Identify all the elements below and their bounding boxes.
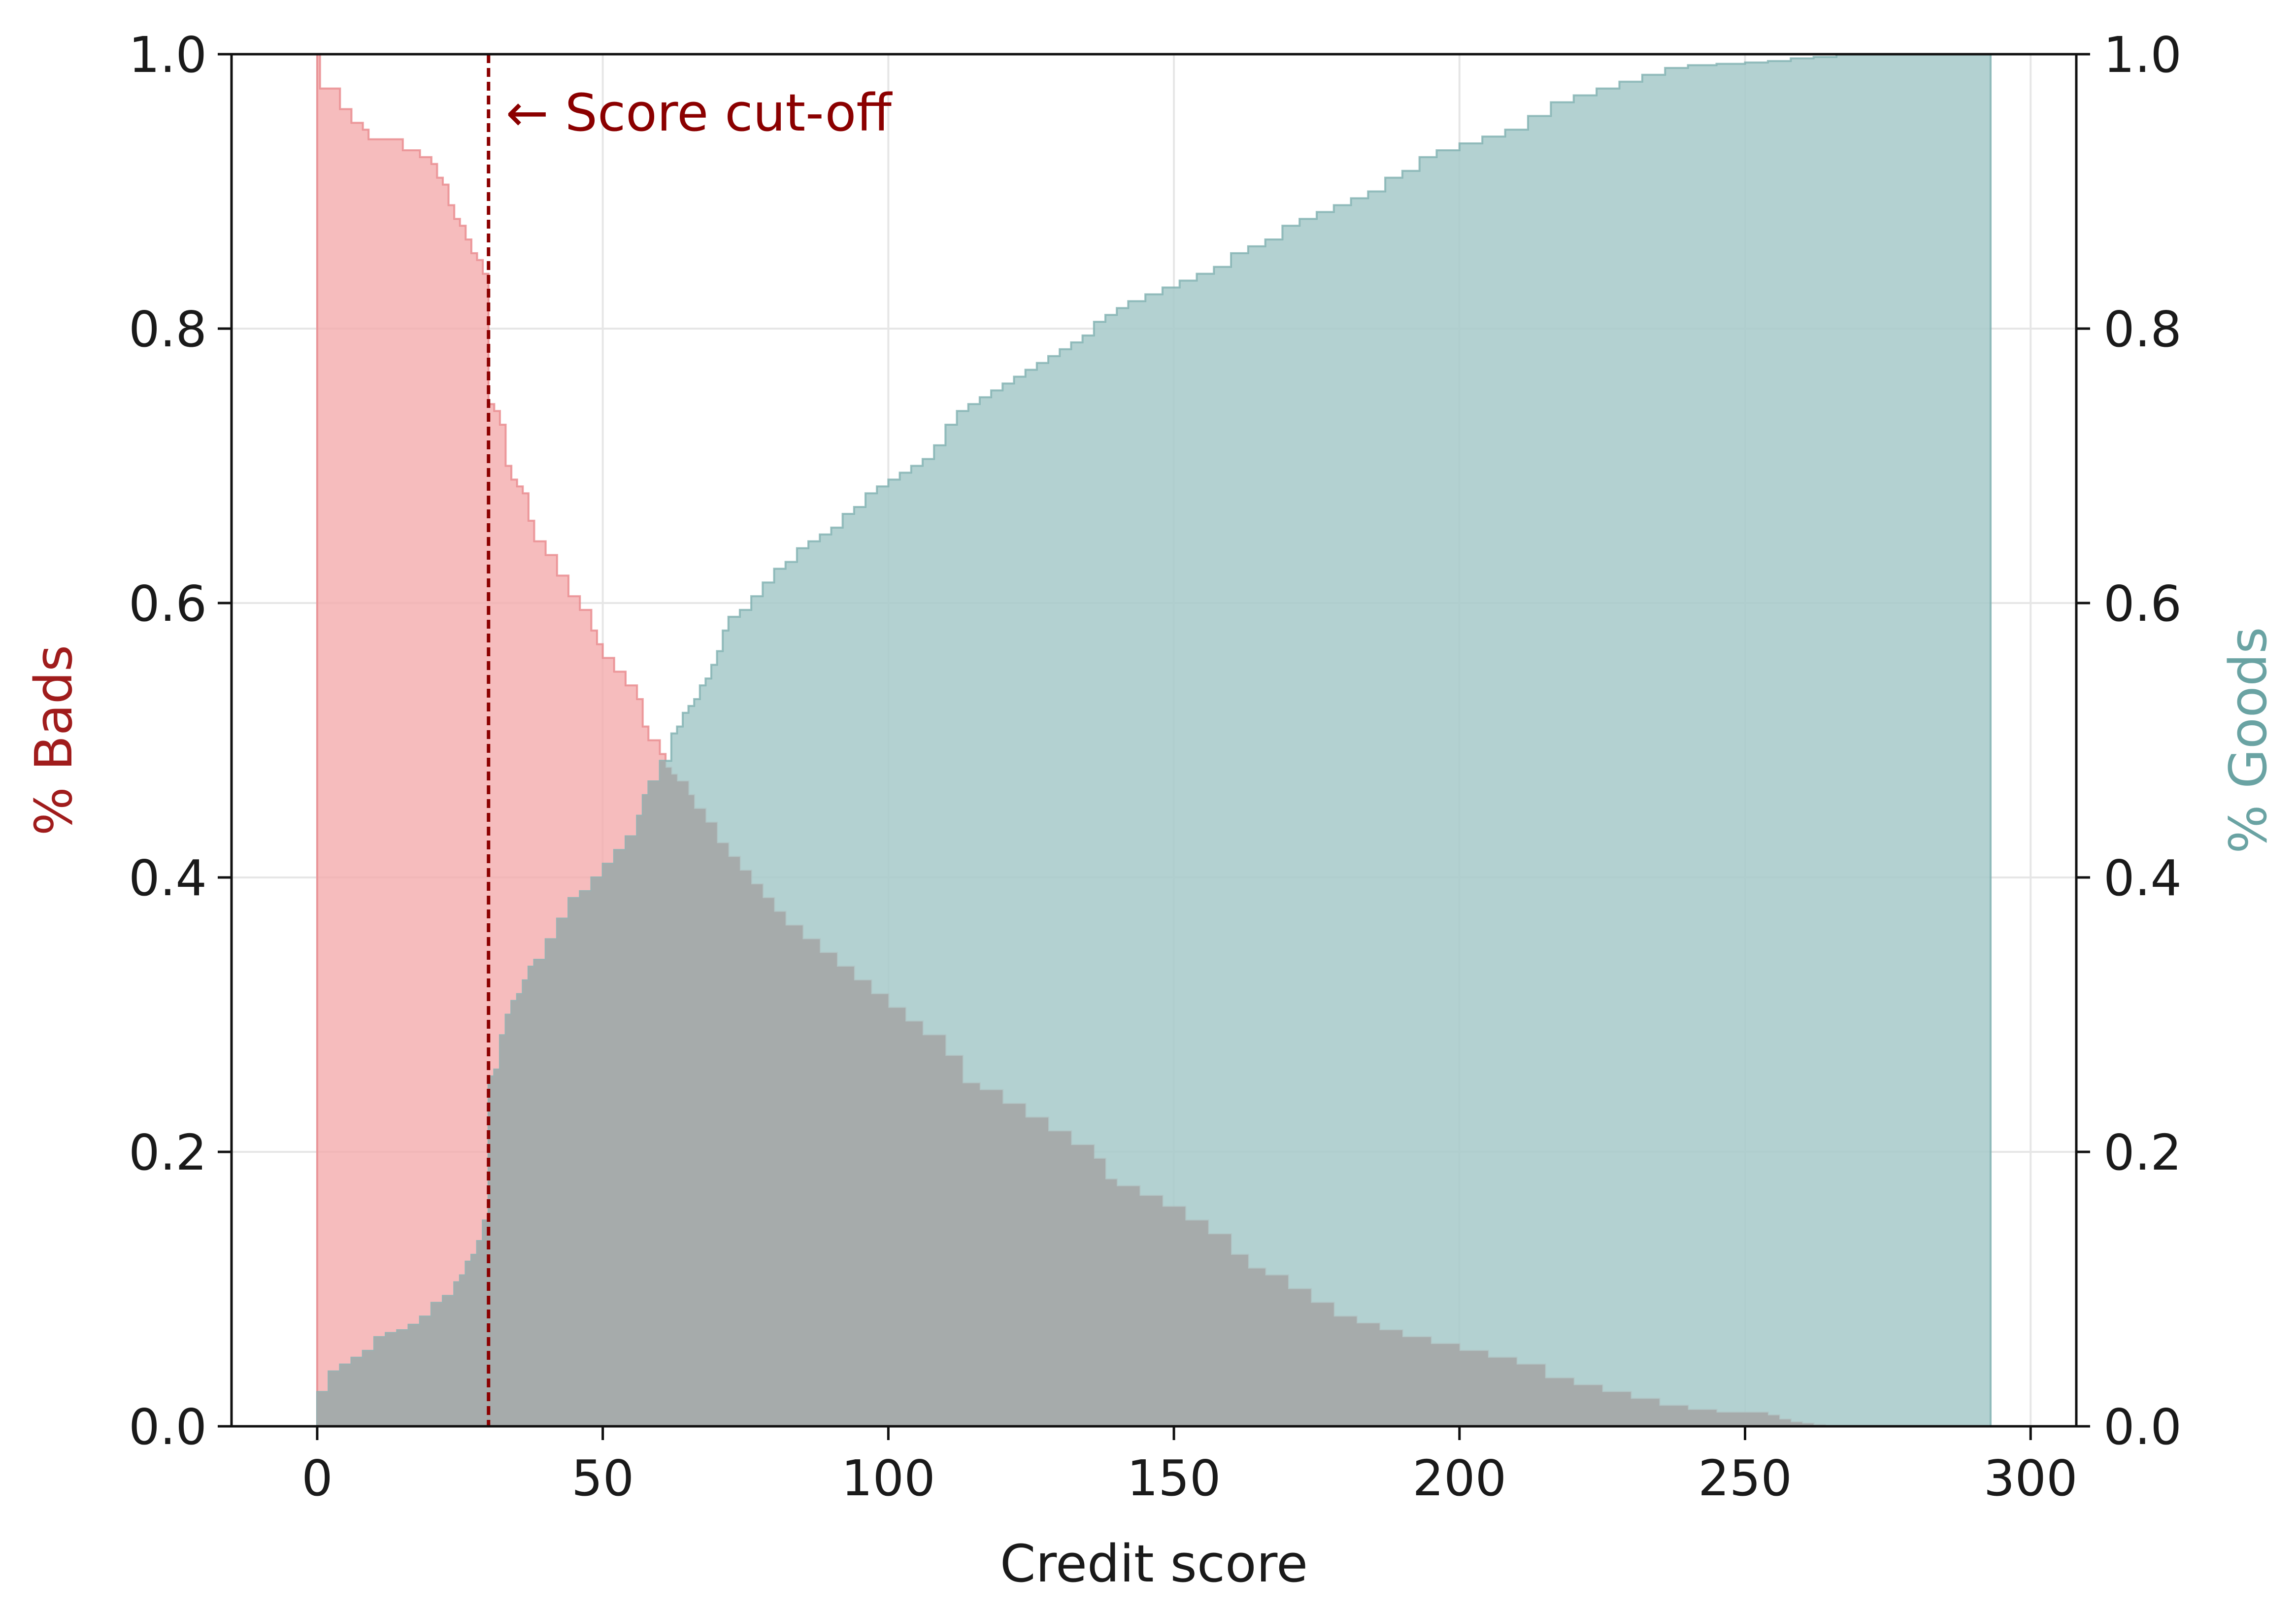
right-y-tick-label: 0.0 <box>2103 1398 2182 1456</box>
x-tick-label: 250 <box>1698 1449 1792 1507</box>
overlap-area <box>317 761 1991 1426</box>
x-tick-label: 50 <box>571 1449 634 1507</box>
right-y-axis-title: % Goods <box>2218 627 2278 854</box>
right-y-tick-label: 0.2 <box>2103 1124 2182 1181</box>
cutoff-annotation: ← Score cut-off <box>506 83 893 143</box>
series-areas <box>316 53 1992 1427</box>
x-tick-labels: 0 50 100 150 200 250 300 <box>301 1449 2078 1507</box>
left-y-tick-label: 0.0 <box>129 1398 207 1456</box>
left-y-tick-label: 1.0 <box>129 26 207 84</box>
x-tick-label: 100 <box>841 1449 935 1507</box>
left-y-tick-labels: 0.0 0.2 0.4 0.6 0.8 1.0 <box>129 26 207 1456</box>
right-y-tick-label: 0.8 <box>2103 301 2182 358</box>
x-axis-title: Credit score <box>1000 1534 1308 1594</box>
x-tick-label: 150 <box>1127 1449 1221 1507</box>
left-y-tick-label: 0.6 <box>129 575 207 633</box>
right-y-tick-label: 1.0 <box>2103 26 2182 84</box>
left-y-axis-title: % Bads <box>24 645 84 836</box>
right-y-tick-label: 0.6 <box>2103 575 2182 633</box>
x-tick-label: 200 <box>1412 1449 1506 1507</box>
x-tick-label: 0 <box>301 1449 333 1507</box>
right-y-tick-labels: 0.0 0.2 0.4 0.6 0.8 1.0 <box>2103 26 2182 1456</box>
left-y-tick-label: 0.8 <box>129 301 207 358</box>
left-y-tick-label: 0.2 <box>129 1124 207 1181</box>
right-y-tick-label: 0.4 <box>2103 849 2182 907</box>
axes <box>218 53 2090 1440</box>
left-y-tick-label: 0.4 <box>129 849 207 907</box>
x-tick-label: 300 <box>1984 1449 2078 1507</box>
